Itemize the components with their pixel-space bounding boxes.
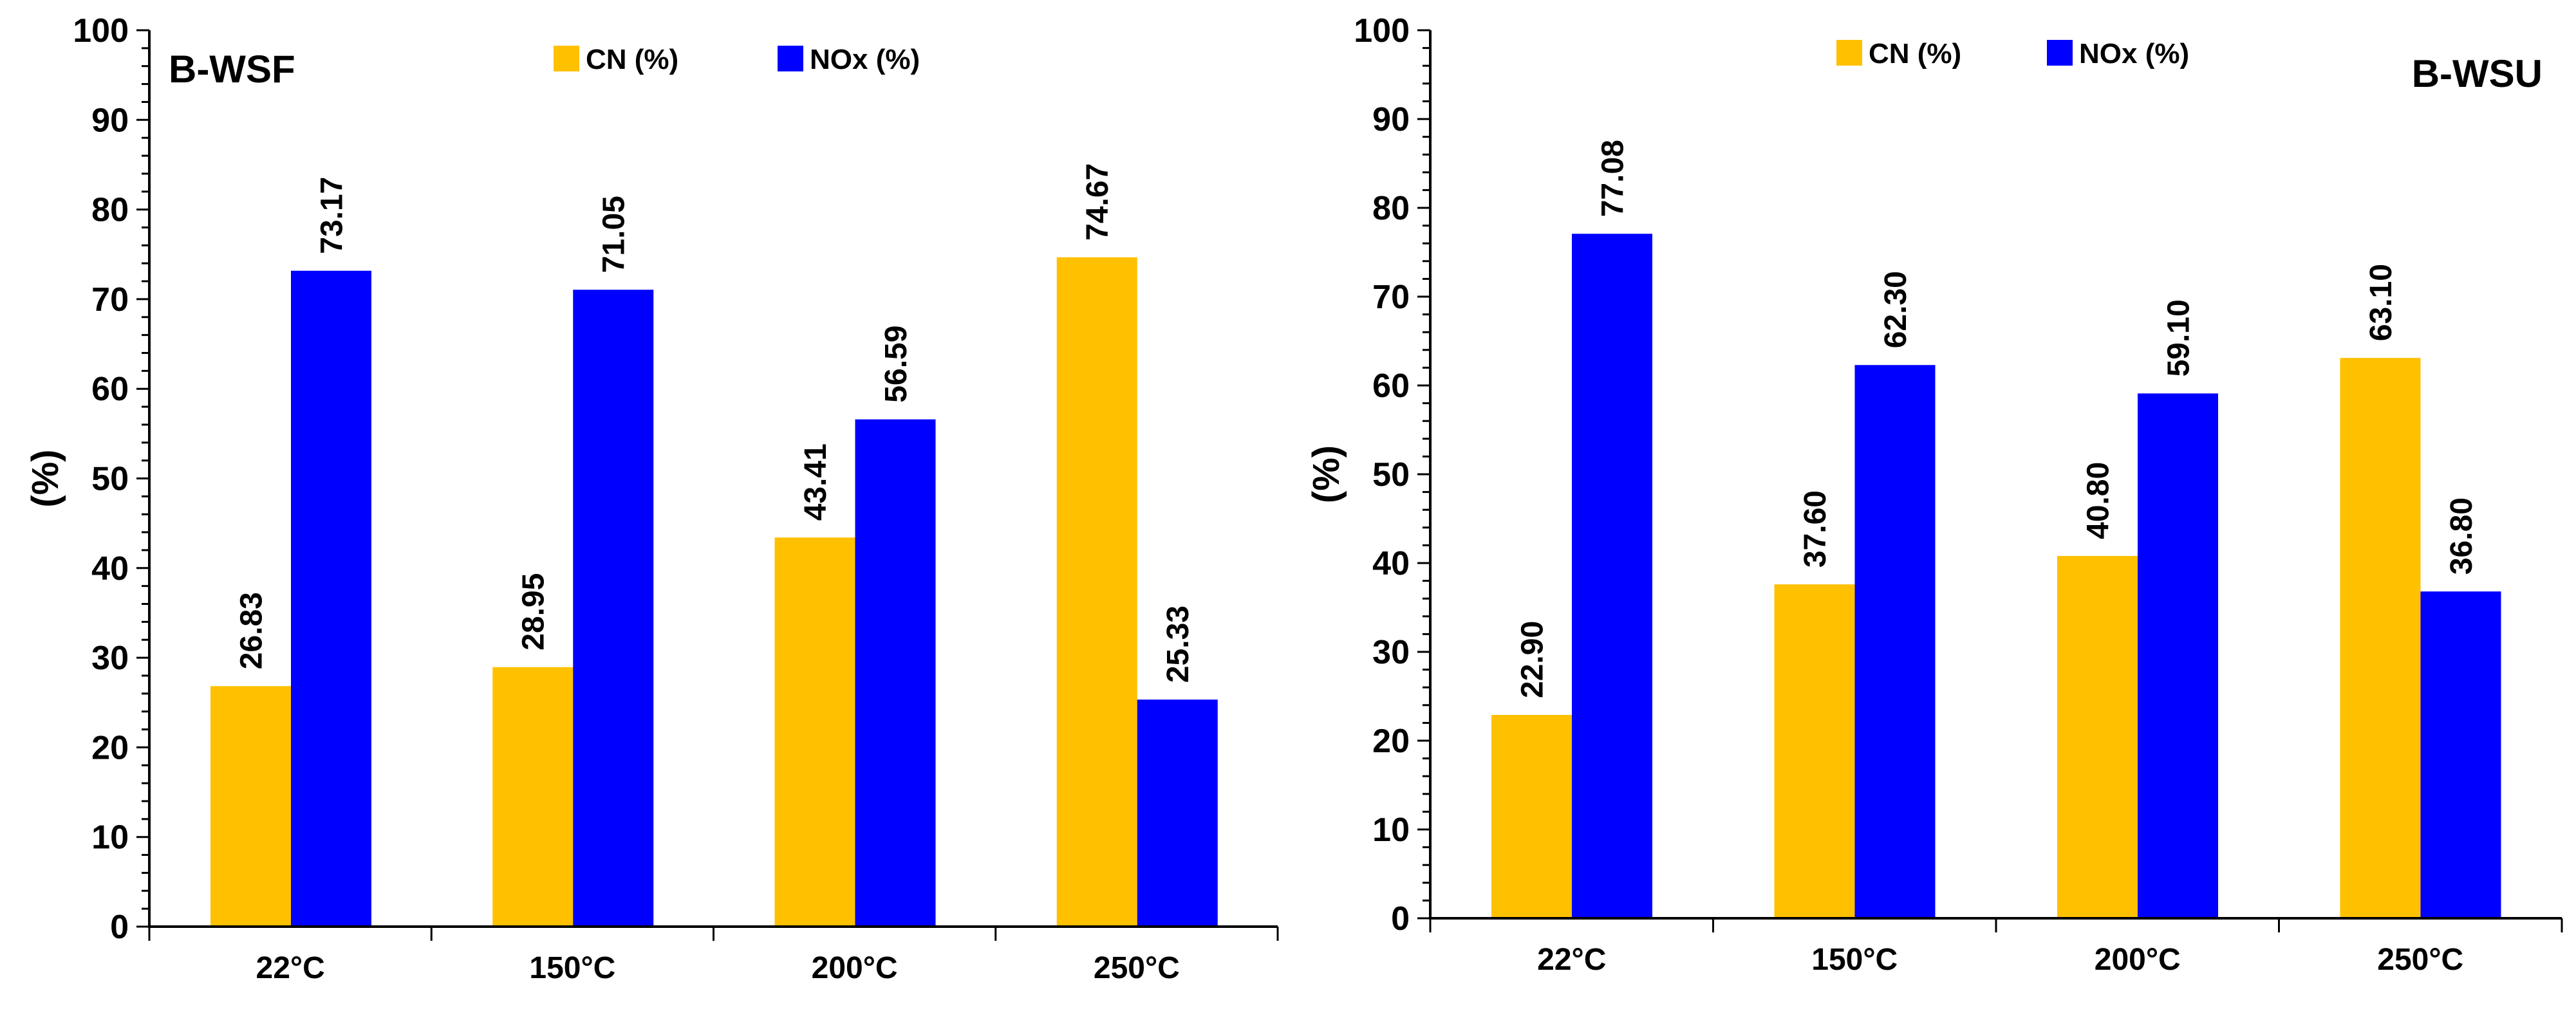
data-label-nox-1: 73.17 [315, 177, 350, 254]
y-tick-label-10: 10 [91, 819, 129, 856]
bar-cn-3 [2057, 555, 2138, 918]
data-label-cn-2: 37.60 [1798, 490, 1833, 568]
x-category-label-3: 200°C [2095, 943, 2181, 977]
bar-nox-4 [1137, 699, 1218, 927]
x-category-label-2: 150°C [529, 951, 615, 985]
y-tick-label-40: 40 [1372, 545, 1410, 582]
data-label-nox-3: 56.59 [879, 326, 913, 403]
y-tick-label-90: 90 [91, 102, 129, 139]
bar-cn-3 [774, 537, 855, 927]
chart-panel-2: 22.90 37.60 40.80 63.10 77.08 62.30 59.10 36.80… [1305, 12, 2563, 977]
y-tick-label-70: 70 [1372, 279, 1410, 316]
y-tick-label-20: 20 [91, 729, 129, 766]
x-category-label-4: 250°C [2377, 943, 2463, 977]
legend-label-cn: CN (%) [586, 44, 678, 75]
y-axis-title: (%) [1305, 445, 1347, 503]
y-tick-label-80: 80 [1372, 190, 1410, 227]
y-tick-label-0: 0 [110, 909, 129, 946]
data-label-nox-4: 25.33 [1161, 606, 1195, 683]
data-label-cn-4: 63.10 [2364, 264, 2398, 341]
x-category-label-2: 150°C [1811, 943, 1898, 977]
legend-label-nox: NOx (%) [2079, 38, 2189, 69]
y-tick-label-100: 100 [1354, 12, 1410, 50]
bar-cn-4 [2340, 358, 2421, 918]
data-label-cn-4: 74.67 [1081, 163, 1115, 241]
data-label-nox-4: 36.80 [2445, 497, 2479, 575]
bar-nox-1 [291, 270, 371, 927]
y-tick-label-30: 30 [91, 640, 129, 677]
chart-panel-1: 26.83 28.95 43.41 74.67 73.17 71.05 56.59 25.33… [24, 12, 1279, 985]
legend-label-cn: CN (%) [1869, 38, 1961, 69]
bar-cn-1 [210, 686, 291, 927]
y-tick-label-40: 40 [91, 550, 129, 588]
data-label-nox-3: 59.10 [2162, 299, 2196, 376]
y-tick-label-100: 100 [73, 12, 129, 50]
data-label-cn-2: 28.95 [517, 573, 551, 651]
legend-swatch-nox [778, 46, 803, 71]
bar-nox-2 [573, 290, 654, 927]
y-tick-label-60: 60 [1372, 367, 1410, 405]
data-label-cn-3: 40.80 [2082, 462, 2116, 539]
x-category-label-4: 250°C [1094, 951, 1180, 985]
y-tick-label-60: 60 [91, 371, 129, 408]
y-tick-label-70: 70 [91, 281, 129, 319]
data-label-cn-3: 43.41 [799, 443, 833, 521]
y-tick-label-90: 90 [1372, 101, 1410, 138]
bar-nox-4 [2420, 591, 2501, 918]
x-category-label-1: 22°C [1537, 943, 1606, 977]
y-tick-label-50: 50 [91, 461, 129, 498]
data-label-nox-2: 62.30 [1879, 271, 1913, 348]
panel-title: B-WSU [2412, 52, 2543, 95]
bar-nox-3 [2138, 393, 2218, 918]
legend-label-nox: NOx (%) [810, 44, 920, 75]
bar-cn-2 [1774, 584, 1855, 918]
y-tick-label-30: 30 [1372, 634, 1410, 671]
panel-title: B-WSF [169, 48, 295, 91]
y-tick-label-80: 80 [91, 192, 129, 229]
bar-nox-3 [855, 419, 936, 927]
bar-cn-1 [1491, 714, 1572, 918]
x-category-label-3: 200°C [812, 951, 898, 985]
data-label-nox-2: 71.05 [597, 196, 631, 273]
bar-cn-4 [1056, 257, 1137, 927]
data-label-cn-1: 26.83 [235, 592, 269, 669]
y-tick-label-10: 10 [1372, 811, 1410, 849]
y-tick-label-0: 0 [1391, 900, 1410, 938]
y-tick-label-20: 20 [1372, 723, 1410, 760]
legend-swatch-nox [2047, 40, 2073, 66]
x-category-label-1: 22°C [256, 951, 325, 985]
legend-swatch-cn [1836, 40, 1862, 66]
bar-nox-1 [1572, 234, 1652, 918]
bar-cn-2 [492, 667, 574, 927]
data-label-nox-1: 77.08 [1596, 140, 1630, 217]
y-axis-title: (%) [24, 449, 66, 507]
legend-swatch-cn [554, 46, 579, 71]
data-label-cn-1: 22.90 [1516, 621, 1550, 698]
y-tick-label-50: 50 [1372, 456, 1410, 494]
bar-nox-2 [1854, 365, 1936, 918]
